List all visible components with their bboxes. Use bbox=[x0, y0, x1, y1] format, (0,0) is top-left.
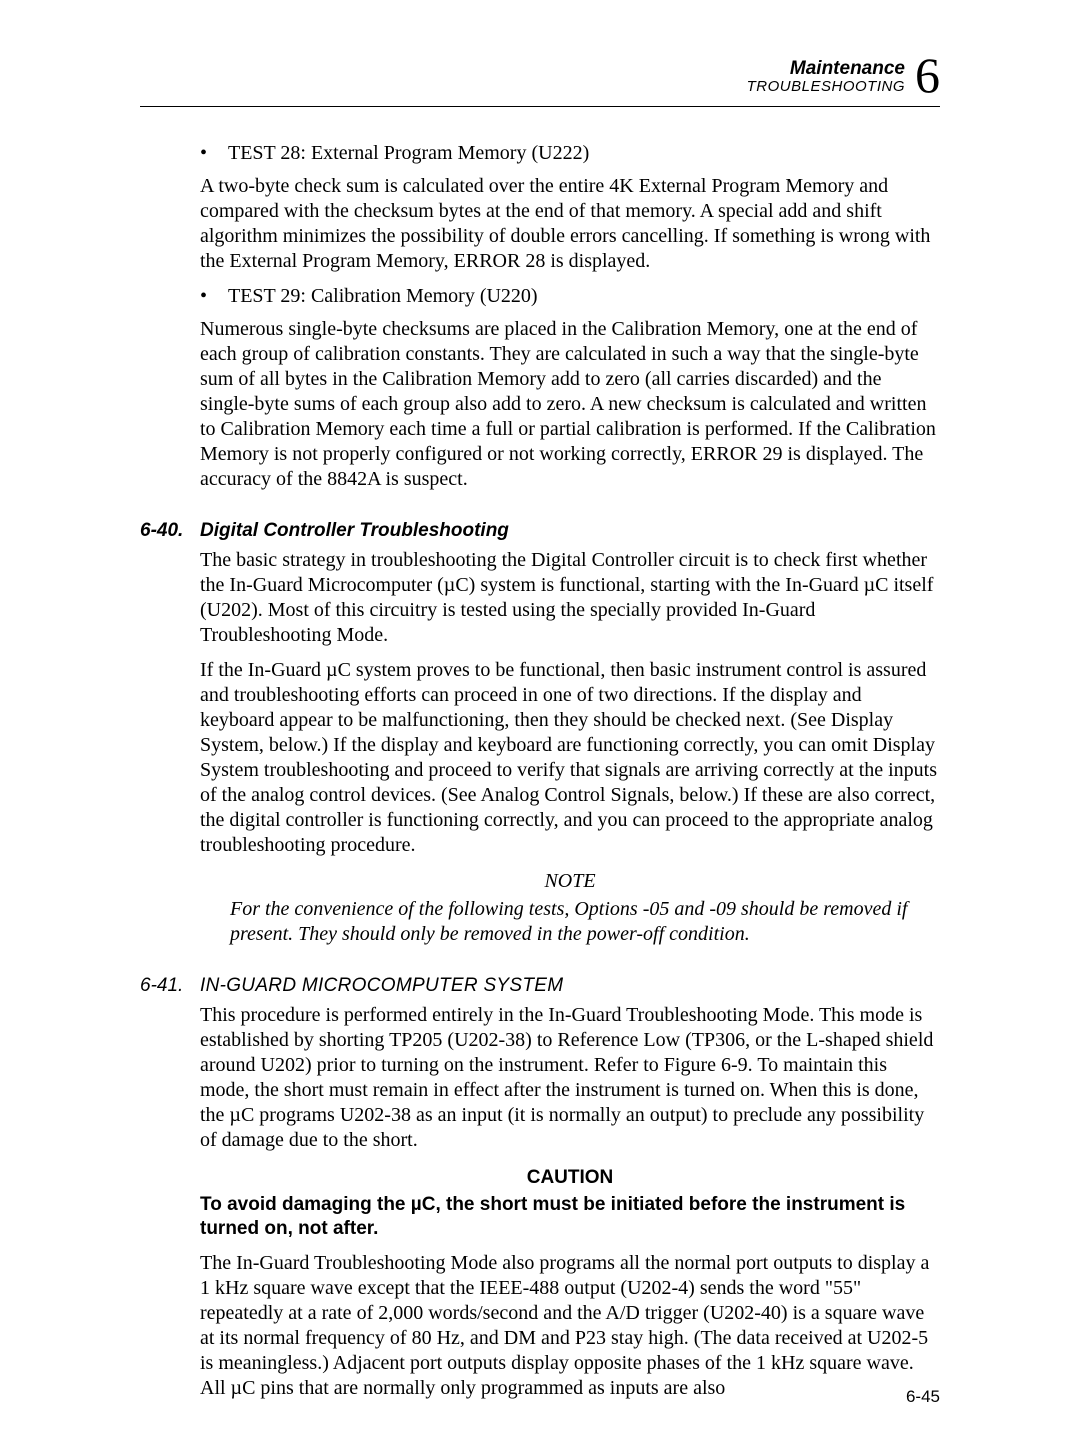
section-title: Digital Controller Troubleshooting bbox=[200, 520, 509, 542]
header-maintenance: Maintenance bbox=[790, 58, 905, 80]
sec640-p1: The basic strategy in troubleshooting th… bbox=[200, 548, 940, 648]
section-heading: 6-41. IN-GUARD MICROCOMPUTER SYSTEM bbox=[140, 975, 940, 997]
test29-item: TEST 29: Calibration Memory (U220) bbox=[228, 284, 538, 309]
section-number: 6-40. bbox=[140, 520, 200, 542]
note-body: For the convenience of the following tes… bbox=[230, 897, 910, 947]
sec641-p2: The In-Guard Troubleshooting Mode also p… bbox=[200, 1251, 940, 1401]
list-item: • TEST 29: Calibration Memory (U220) bbox=[200, 284, 940, 309]
test28-paragraph: A two-byte check sum is calculated over … bbox=[200, 174, 940, 274]
running-header: Maintenance TROUBLESHOOTING 6 bbox=[140, 50, 940, 100]
sec641-p1: This procedure is performed entirely in … bbox=[200, 1003, 940, 1153]
section-title: IN-GUARD MICROCOMPUTER SYSTEM bbox=[200, 975, 563, 997]
test28-item: TEST 28: External Program Memory (U222) bbox=[228, 141, 589, 166]
chapter-number: 6 bbox=[915, 50, 940, 100]
body-content: • TEST 28: External Program Memory (U222… bbox=[140, 141, 940, 1401]
section-heading: 6-40. Digital Controller Troubleshooting bbox=[140, 520, 940, 542]
bullet-icon: • bbox=[200, 141, 228, 166]
list-item: • TEST 28: External Program Memory (U222… bbox=[200, 141, 940, 166]
page: Maintenance TROUBLESHOOTING 6 • TEST 28:… bbox=[0, 0, 1080, 1451]
test29-paragraph: Numerous single-byte checksums are place… bbox=[200, 317, 940, 492]
caution-label: CAUTION bbox=[200, 1167, 940, 1189]
section-number: 6-41. bbox=[140, 975, 200, 997]
header-troubleshooting: TROUBLESHOOTING bbox=[747, 78, 905, 95]
header-rule bbox=[140, 106, 940, 107]
sec640-p2: If the In-Guard µC system proves to be f… bbox=[200, 658, 940, 858]
note-label: NOTE bbox=[200, 870, 940, 893]
bullet-icon: • bbox=[200, 284, 228, 309]
caution-body: To avoid damaging the µC, the short must… bbox=[200, 1193, 940, 1241]
